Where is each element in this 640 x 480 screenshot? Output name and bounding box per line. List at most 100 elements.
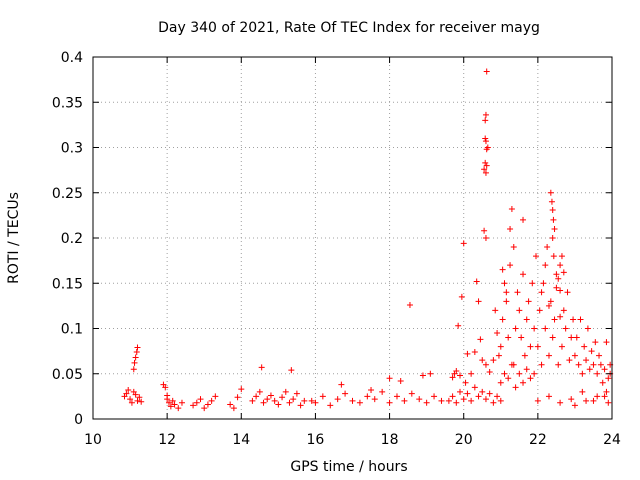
data-point [234, 394, 241, 401]
data-point [555, 275, 562, 282]
data-point [503, 298, 510, 305]
data-point [550, 216, 557, 223]
data-point [550, 253, 557, 260]
data-point [201, 405, 208, 412]
data-point [212, 393, 219, 400]
chart-title: Day 340 of 2021, Rate Of TEC Index for r… [158, 20, 540, 36]
data-point [286, 399, 293, 406]
data-point [527, 375, 534, 382]
y-tick-label: 0.3 [61, 141, 83, 157]
data-point [596, 352, 603, 359]
data-point [204, 401, 211, 408]
data-point [356, 399, 363, 406]
data-point [594, 370, 601, 377]
data-point [482, 111, 489, 118]
data-point [445, 397, 452, 404]
data-point [275, 401, 282, 408]
data-point [577, 316, 584, 323]
y-tick-label: 0.25 [52, 186, 83, 202]
data-point [547, 298, 554, 305]
data-point [128, 399, 135, 406]
data-point [453, 368, 460, 375]
data-point [475, 393, 482, 400]
y-tick-label: 0.2 [61, 231, 83, 247]
data-point [271, 397, 278, 404]
data-point [520, 379, 527, 386]
data-point [138, 398, 145, 405]
x-tick-label: 24 [603, 432, 621, 448]
data-point [534, 343, 541, 350]
data-point [342, 390, 349, 397]
data-point [518, 334, 525, 341]
data-point [497, 397, 504, 404]
y-tick-label: 0.4 [61, 50, 83, 66]
data-point [594, 393, 601, 400]
data-point [558, 253, 565, 260]
data-point [482, 235, 489, 241]
data-point [583, 397, 590, 404]
data-point [319, 393, 326, 400]
y-tick-label: 0 [74, 412, 83, 428]
data-point [551, 316, 558, 323]
x-tick-label: 10 [84, 432, 102, 448]
data-point [531, 370, 538, 377]
data-point [249, 397, 256, 404]
data-point [482, 361, 489, 368]
data-point [167, 403, 174, 410]
data-point [253, 393, 260, 400]
data-point [290, 396, 297, 403]
data-point [416, 396, 423, 403]
data-point [575, 361, 582, 368]
y-tick-label: 0.05 [52, 367, 83, 383]
data-point [521, 352, 528, 359]
data-point [288, 367, 295, 374]
data-point [503, 289, 510, 296]
data-point [490, 357, 497, 364]
data-point [481, 166, 488, 173]
data-point [501, 280, 508, 287]
data-point [427, 370, 434, 377]
data-point [520, 271, 527, 278]
data-point [579, 388, 586, 395]
data-point [282, 388, 289, 395]
data-point [501, 370, 508, 377]
data-point [579, 370, 586, 377]
data-point [386, 375, 393, 382]
data-point [540, 280, 547, 287]
data-point [568, 396, 575, 403]
data-point [590, 361, 597, 368]
data-point [455, 322, 462, 329]
data-point [406, 301, 413, 308]
data-point [497, 379, 504, 386]
data-point [475, 298, 482, 305]
data-point [562, 325, 569, 332]
data-point [438, 397, 445, 404]
data-point [301, 397, 308, 404]
data-point [477, 336, 484, 343]
data-point [512, 384, 519, 391]
data-point [327, 402, 334, 409]
data-point [134, 344, 141, 351]
data-point [603, 339, 610, 346]
data-point [551, 225, 558, 232]
data-point [482, 135, 489, 142]
data-point [592, 339, 599, 346]
y-tick-label: 0.35 [52, 95, 83, 111]
data-point [134, 397, 141, 404]
data-point [479, 388, 486, 395]
data-point [419, 372, 426, 379]
data-point [505, 334, 512, 341]
data-point [457, 388, 464, 395]
data-point [482, 117, 489, 124]
data-point [586, 366, 593, 373]
data-point [453, 399, 460, 406]
data-point [499, 266, 506, 273]
x-tick-label: 18 [381, 432, 399, 448]
data-point [548, 198, 555, 205]
data-point [197, 396, 204, 403]
plot-frame [92, 56, 613, 420]
data-point [482, 396, 489, 403]
data-point [570, 316, 577, 323]
data-point [423, 399, 430, 406]
